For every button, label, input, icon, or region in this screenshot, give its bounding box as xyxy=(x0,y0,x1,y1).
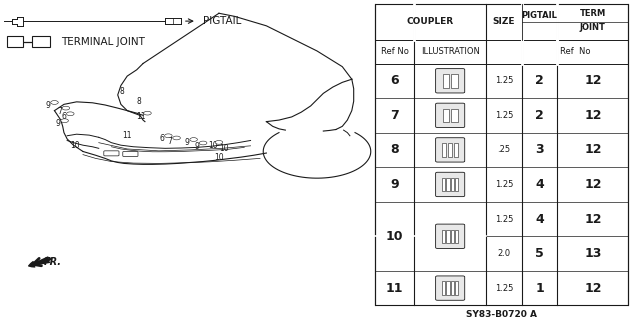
Text: 11: 11 xyxy=(122,131,132,140)
Text: 1.25: 1.25 xyxy=(495,214,513,223)
Bar xyxy=(451,229,454,243)
Bar xyxy=(32,36,50,47)
Text: 6: 6 xyxy=(160,134,164,143)
Bar xyxy=(451,108,458,122)
Bar xyxy=(451,178,454,191)
Text: 9: 9 xyxy=(46,101,51,110)
Text: PIGTAIL: PIGTAIL xyxy=(522,11,558,20)
Bar xyxy=(451,74,458,88)
Text: 7: 7 xyxy=(391,109,399,122)
Bar xyxy=(443,74,449,88)
Text: 5: 5 xyxy=(535,247,544,260)
Text: 1: 1 xyxy=(535,282,544,295)
Text: SIZE: SIZE xyxy=(493,17,515,26)
Text: TERMINAL JOINT: TERMINAL JOINT xyxy=(61,36,145,46)
Text: SY83-B0720 A: SY83-B0720 A xyxy=(466,310,537,319)
Text: 2.0: 2.0 xyxy=(498,249,510,258)
Text: 10: 10 xyxy=(386,230,404,243)
Text: 12: 12 xyxy=(584,143,602,156)
Circle shape xyxy=(199,141,207,145)
FancyBboxPatch shape xyxy=(436,138,465,162)
Text: 7: 7 xyxy=(57,107,62,116)
Text: 10: 10 xyxy=(70,141,80,150)
Bar xyxy=(442,143,446,156)
Text: 12: 12 xyxy=(584,212,602,226)
Text: 1.25: 1.25 xyxy=(495,111,513,120)
Text: FR.: FR. xyxy=(44,257,61,267)
Text: 12: 12 xyxy=(584,74,602,87)
FancyBboxPatch shape xyxy=(436,68,465,93)
Bar xyxy=(455,229,458,243)
Text: JOINT: JOINT xyxy=(580,23,605,32)
Bar xyxy=(446,281,450,295)
Text: 1.25: 1.25 xyxy=(495,180,513,189)
Text: 9: 9 xyxy=(56,119,61,128)
Bar xyxy=(454,143,458,156)
Text: 8: 8 xyxy=(136,97,141,106)
Text: 11: 11 xyxy=(386,282,404,295)
Bar xyxy=(455,281,458,295)
Text: 9: 9 xyxy=(185,138,190,147)
Text: COUPLER: COUPLER xyxy=(407,17,454,26)
FancyBboxPatch shape xyxy=(436,103,465,127)
Bar xyxy=(442,178,445,191)
Circle shape xyxy=(62,106,70,110)
Circle shape xyxy=(144,111,152,115)
Text: .25: .25 xyxy=(498,145,510,154)
Text: 9: 9 xyxy=(391,178,399,191)
Text: 1.25: 1.25 xyxy=(495,284,513,292)
FancyBboxPatch shape xyxy=(104,151,119,156)
Text: 10: 10 xyxy=(219,144,229,154)
FancyBboxPatch shape xyxy=(123,151,138,156)
Bar xyxy=(375,4,628,305)
Circle shape xyxy=(51,100,58,104)
Circle shape xyxy=(215,140,223,144)
Bar xyxy=(448,143,452,156)
Circle shape xyxy=(172,136,180,140)
Text: 2: 2 xyxy=(535,109,544,122)
Text: TERM: TERM xyxy=(579,10,606,19)
Bar xyxy=(451,281,454,295)
Circle shape xyxy=(61,119,68,123)
Text: 3: 3 xyxy=(535,143,544,156)
Text: 4: 4 xyxy=(535,212,544,226)
Text: 11: 11 xyxy=(136,112,146,121)
Text: 8: 8 xyxy=(120,87,124,96)
Bar xyxy=(442,281,445,295)
Bar xyxy=(7,36,23,47)
Text: 6: 6 xyxy=(391,74,399,87)
Text: PIGTAIL: PIGTAIL xyxy=(203,16,242,26)
Text: Ref No: Ref No xyxy=(381,47,409,56)
Text: 12: 12 xyxy=(584,178,602,191)
Bar xyxy=(446,178,450,191)
Text: 12: 12 xyxy=(584,282,602,295)
Circle shape xyxy=(67,112,74,116)
Text: 7: 7 xyxy=(168,137,172,146)
FancyBboxPatch shape xyxy=(436,276,465,300)
Text: 6: 6 xyxy=(61,112,67,121)
Text: Ref  No: Ref No xyxy=(560,47,590,56)
Text: 4: 4 xyxy=(535,178,544,191)
Text: ILLUSTRATION: ILLUSTRATION xyxy=(421,47,479,56)
Text: 9: 9 xyxy=(195,142,199,151)
Bar xyxy=(443,108,449,122)
Text: 13: 13 xyxy=(584,247,602,260)
Text: 2: 2 xyxy=(535,74,544,87)
Text: 10: 10 xyxy=(214,153,224,162)
Bar xyxy=(446,229,450,243)
FancyBboxPatch shape xyxy=(436,224,465,248)
Circle shape xyxy=(190,138,197,141)
Circle shape xyxy=(165,134,172,138)
Bar xyxy=(442,229,445,243)
Text: 1.25: 1.25 xyxy=(495,76,513,85)
Text: 10: 10 xyxy=(208,141,217,150)
FancyBboxPatch shape xyxy=(436,172,465,196)
Text: 12: 12 xyxy=(584,109,602,122)
Text: 8: 8 xyxy=(391,143,399,156)
Bar xyxy=(455,178,458,191)
